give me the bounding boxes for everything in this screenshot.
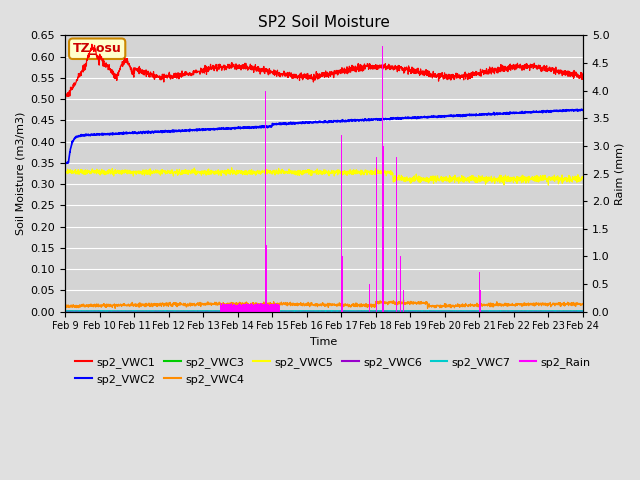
Y-axis label: Raim (mm): Raim (mm) <box>615 142 625 204</box>
Title: SP2 Soil Moisture: SP2 Soil Moisture <box>258 15 390 30</box>
X-axis label: Time: Time <box>310 337 337 347</box>
Legend: sp2_VWC1, sp2_VWC2, sp2_VWC3, sp2_VWC4, sp2_VWC5, sp2_VWC6, sp2_VWC7, sp2_Rain: sp2_VWC1, sp2_VWC2, sp2_VWC3, sp2_VWC4, … <box>70 353 595 389</box>
Y-axis label: Soil Moisture (m3/m3): Soil Moisture (m3/m3) <box>15 112 25 235</box>
Text: TZ_osu: TZ_osu <box>73 42 122 55</box>
